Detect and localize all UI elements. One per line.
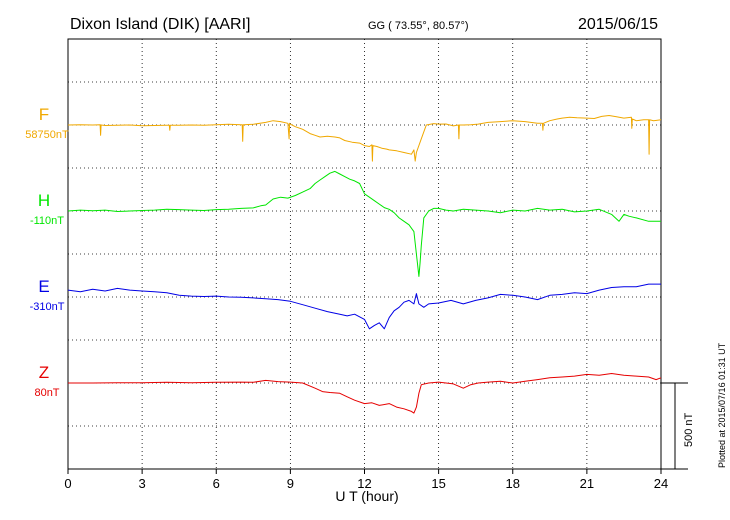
series-group xyxy=(67,115,662,414)
series-name-H: H xyxy=(38,191,50,210)
series-baseline-F: 58750nT xyxy=(25,129,69,141)
series-line-H xyxy=(67,170,661,277)
series-baseline-H: -110nT xyxy=(30,215,64,227)
x-tick-label: 9 xyxy=(287,476,294,491)
grid xyxy=(68,39,661,469)
x-tick-label: 0 xyxy=(64,476,71,491)
series-baseline-Z: 80nT xyxy=(34,387,59,399)
x-tick-label: 18 xyxy=(506,476,520,491)
series-line-F xyxy=(67,115,662,162)
series-labels: F 58750nT H -110nT E -310nT Z 80nT xyxy=(25,105,69,399)
series-line-Z xyxy=(68,373,662,414)
series-baseline-E: -310nT xyxy=(30,301,65,313)
x-ticks: 0 3 6 9 12 15 18 21 24 xyxy=(64,469,668,491)
scale-bar: 500 nT xyxy=(661,382,695,470)
x-axis-label: U T (hour) xyxy=(335,488,398,504)
x-tick-label: 24 xyxy=(654,476,668,491)
station-title: Dixon Island (DIK) [AARI] xyxy=(70,16,251,33)
series-name-Z: Z xyxy=(39,363,49,382)
date-label: 2015/06/15 xyxy=(578,16,658,33)
series-name-E: E xyxy=(38,277,49,296)
scale-bar-label: 500 nT xyxy=(683,412,695,447)
plotted-at-note: Plotted at 2015/07/16 01:31 UT xyxy=(717,342,727,468)
x-tick-label: 6 xyxy=(213,476,220,491)
x-tick-label: 15 xyxy=(431,476,445,491)
x-tick-label: 3 xyxy=(139,476,146,491)
series-line-E xyxy=(67,283,661,330)
x-tick-label: 21 xyxy=(580,476,594,491)
coordinates-label: GG ( 73.55°, 80.57°) xyxy=(368,20,469,32)
x-tick-label: 12 xyxy=(357,476,371,491)
series-name-F: F xyxy=(39,105,49,124)
